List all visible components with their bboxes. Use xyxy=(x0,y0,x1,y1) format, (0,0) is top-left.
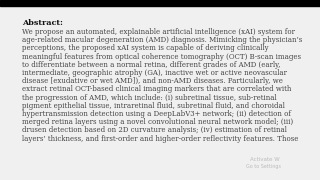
Text: to differentiate between a normal retina, different grades of AMD (early,: to differentiate between a normal retina… xyxy=(22,61,281,69)
Text: Activate W: Activate W xyxy=(250,157,280,162)
Text: disease [exudative or wet AMD]), and non-AMD diseases. Particularly, we: disease [exudative or wet AMD]), and non… xyxy=(22,77,283,85)
Text: the progression of AMD, which include: (i) subretinal tissue, sub-retinal: the progression of AMD, which include: (… xyxy=(22,94,276,102)
Text: pigment epithelial tissue, intraretinal fluid, subretinal fluid, and choroidal: pigment epithelial tissue, intraretinal … xyxy=(22,102,285,110)
Text: age-related macular degeneration (AMD) diagnosis. Mimicking the physician’s: age-related macular degeneration (AMD) d… xyxy=(22,36,302,44)
Text: layers’ thickness, and first-order and higher-order reflectivity features. Those: layers’ thickness, and first-order and h… xyxy=(22,135,298,143)
Text: drusen detection based on 2D curvature analysis; (iv) estimation of retinal: drusen detection based on 2D curvature a… xyxy=(22,126,287,134)
Text: perceptions, the proposed xAI system is capable of deriving clinically: perceptions, the proposed xAI system is … xyxy=(22,44,268,52)
Text: hypertransmission detection using a DeepLabV3+ network; (ii) detection of: hypertransmission detection using a Deep… xyxy=(22,110,291,118)
Bar xyxy=(0,0,320,6)
Text: meaningful features from optical coherence tomography (OCT) B-scan images: meaningful features from optical coheren… xyxy=(22,53,301,61)
Text: Abstract:: Abstract: xyxy=(22,19,63,27)
Text: extract retinal OCT-based clinical imaging markers that are correlated with: extract retinal OCT-based clinical imagi… xyxy=(22,85,292,93)
Text: We propose an automated, explainable artificial intelligence (xAI) system for: We propose an automated, explainable art… xyxy=(22,28,295,36)
Text: intermediate, geographic atrophy (GA), inactive wet or active neovascular: intermediate, geographic atrophy (GA), i… xyxy=(22,69,287,77)
Text: merged retina layers using a novel convolutional neural network model; (iii): merged retina layers using a novel convo… xyxy=(22,118,293,126)
Text: Go to Settings: Go to Settings xyxy=(246,164,281,169)
